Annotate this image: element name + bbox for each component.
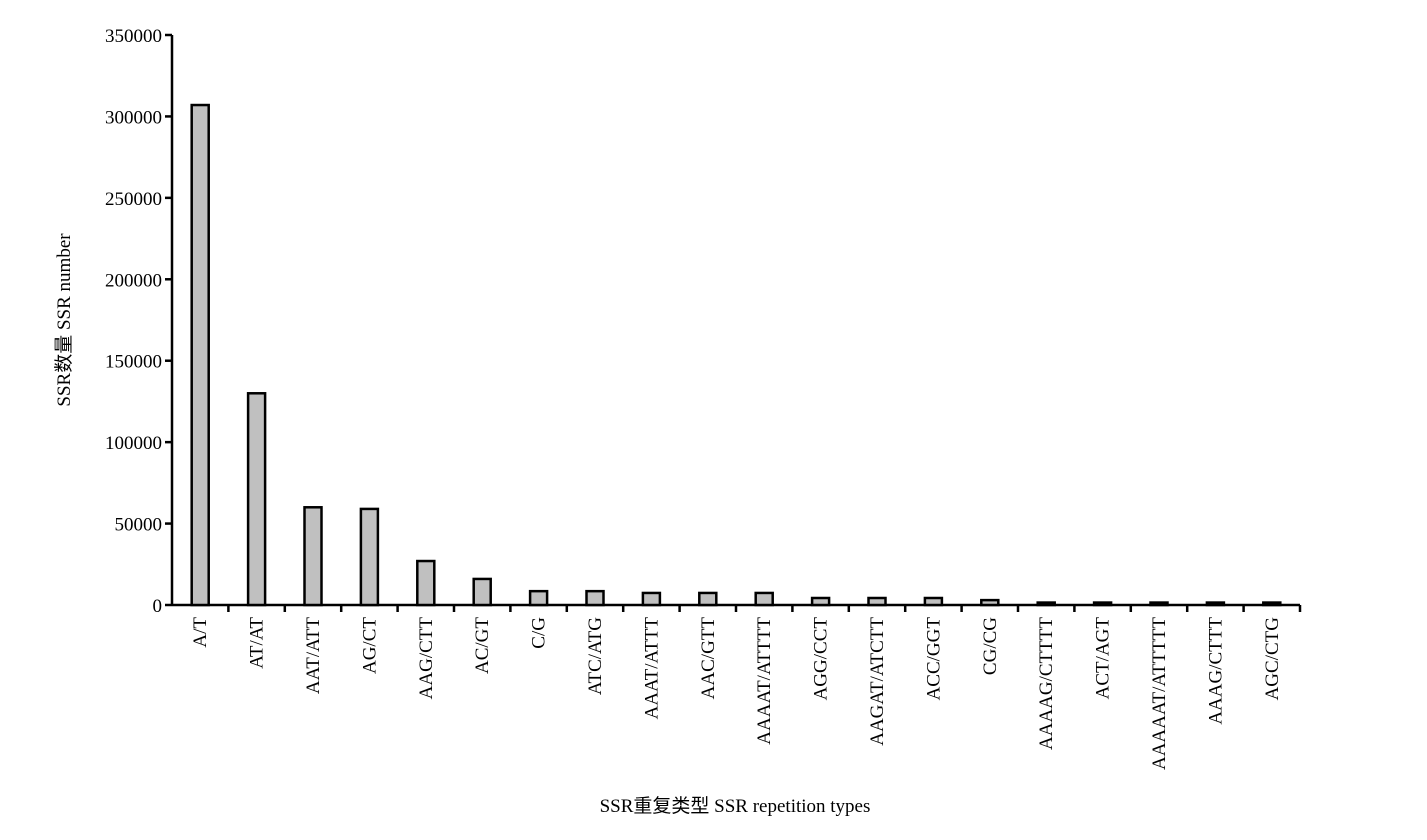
x-tick-label: ACT/AGT <box>1093 617 1114 700</box>
x-axis-label: SSR重复类型 SSR repetition types <box>600 795 871 817</box>
bar <box>1092 601 1113 607</box>
bar <box>190 103 210 607</box>
x-tick-label: AC/GT <box>472 617 493 674</box>
y-tick-label: 100000 <box>105 433 162 454</box>
x-tick-label: AT/AT <box>247 617 268 669</box>
y-tick-label: 250000 <box>105 189 162 210</box>
x-tick-label: AAGAT/ATCTT <box>867 617 888 746</box>
bar <box>754 591 774 607</box>
bar <box>1149 601 1169 607</box>
y-tick-label: 50000 <box>115 515 163 536</box>
x-tick-label: A/T <box>190 617 211 648</box>
x-tick-label: AAC/GTT <box>698 617 719 700</box>
bar <box>359 507 380 607</box>
y-tick-label: 350000 <box>105 26 162 47</box>
x-tick-label: AGG/CCT <box>811 617 832 701</box>
x-tick-label: ACC/GGT <box>923 617 944 701</box>
x-tick-label: AAT/ATT <box>303 617 324 694</box>
y-tick-label: 300000 <box>105 107 162 128</box>
bar <box>980 598 1000 607</box>
bar <box>472 577 492 607</box>
bar <box>1262 601 1282 607</box>
y-tick-label: 150000 <box>105 352 162 373</box>
bar <box>585 589 605 607</box>
x-tick-label: AG/CT <box>359 617 380 674</box>
bar <box>246 392 267 607</box>
bar <box>923 596 944 607</box>
bar <box>1205 601 1226 607</box>
x-tick-label: AAAG/CTTT <box>1205 617 1226 725</box>
bar <box>1036 601 1056 607</box>
x-tick-label: AAAAAT/ATTTTT <box>1149 617 1170 770</box>
bar <box>303 506 323 607</box>
bar <box>641 591 662 607</box>
y-axis-label: SSR数量 SSR number <box>53 233 75 407</box>
x-tick-label: AGC/CTG <box>1262 617 1283 701</box>
y-tick-label: 0 <box>153 596 163 617</box>
bar <box>867 596 887 607</box>
x-tick-label: AAG/CTT <box>416 617 437 700</box>
y-tick-label: 200000 <box>105 270 162 291</box>
bar <box>528 589 549 607</box>
bar <box>698 591 718 607</box>
x-tick-label: C/G <box>529 617 550 649</box>
x-tick-label: ATC/ATG <box>585 617 606 695</box>
bar <box>810 596 831 607</box>
bar <box>416 559 436 607</box>
x-tick-label: AAAAG/CTTTT <box>1036 617 1057 750</box>
x-tick-label: AAAT/ATTT <box>641 617 662 720</box>
x-tick-label: AAAAT/ATTTT <box>754 617 775 745</box>
x-tick-label: CG/CG <box>980 617 1001 675</box>
